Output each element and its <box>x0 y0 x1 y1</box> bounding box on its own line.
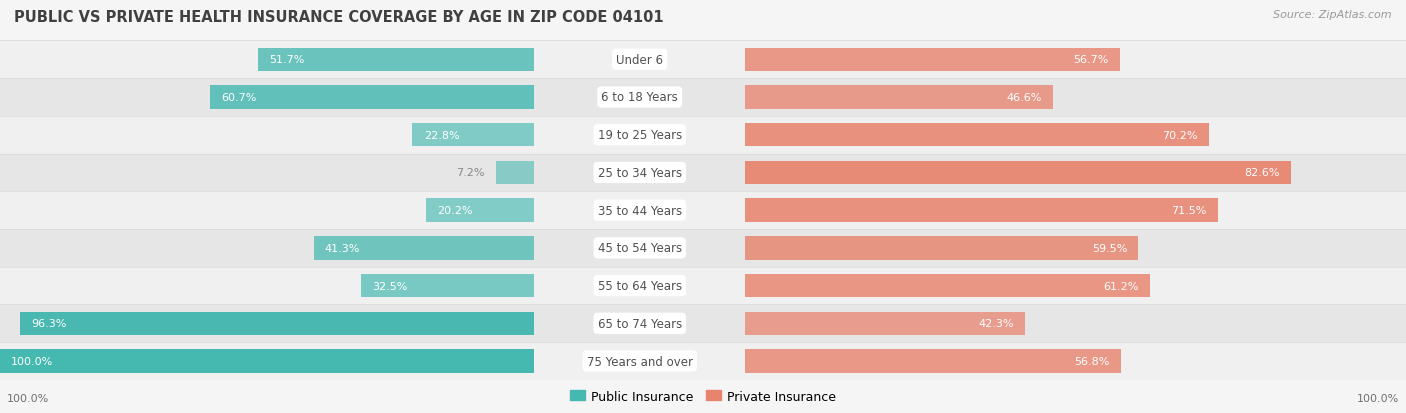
Text: 100.0%: 100.0% <box>1357 394 1399 404</box>
Text: 41.3%: 41.3% <box>325 243 360 253</box>
Bar <box>0 342 1406 380</box>
Bar <box>412 124 534 147</box>
Text: 100.0%: 100.0% <box>7 394 49 404</box>
Bar <box>0 230 1406 267</box>
Bar <box>745 161 1291 185</box>
Text: PUBLIC VS PRIVATE HEALTH INSURANCE COVERAGE BY AGE IN ZIP CODE 04101: PUBLIC VS PRIVATE HEALTH INSURANCE COVER… <box>14 10 664 25</box>
Text: 35 to 44 Years: 35 to 44 Years <box>598 204 682 217</box>
Text: 61.2%: 61.2% <box>1102 281 1139 291</box>
Text: 7.2%: 7.2% <box>456 168 485 178</box>
Bar <box>0 116 1406 154</box>
Bar <box>314 237 534 260</box>
Text: Under 6: Under 6 <box>616 54 664 66</box>
Bar <box>0 154 1406 192</box>
Text: 6 to 18 Years: 6 to 18 Years <box>602 91 678 104</box>
Text: 65 to 74 Years: 65 to 74 Years <box>598 317 682 330</box>
Text: 71.5%: 71.5% <box>1171 206 1206 216</box>
Bar <box>745 48 1119 72</box>
Text: 42.3%: 42.3% <box>979 318 1014 328</box>
Text: 96.3%: 96.3% <box>31 318 66 328</box>
Text: 59.5%: 59.5% <box>1091 243 1128 253</box>
Bar <box>745 86 1053 109</box>
Text: 22.8%: 22.8% <box>423 131 460 140</box>
Bar <box>0 305 1406 342</box>
Bar <box>745 349 1121 373</box>
Bar <box>745 274 1150 297</box>
Text: 32.5%: 32.5% <box>371 281 408 291</box>
Text: 19 to 25 Years: 19 to 25 Years <box>598 129 682 142</box>
Text: 82.6%: 82.6% <box>1244 168 1279 178</box>
Bar <box>745 124 1209 147</box>
Text: 70.2%: 70.2% <box>1163 131 1198 140</box>
Bar <box>20 312 534 335</box>
Text: 55 to 64 Years: 55 to 64 Years <box>598 280 682 292</box>
Bar <box>745 237 1139 260</box>
Bar <box>496 161 534 185</box>
Bar <box>360 274 534 297</box>
Bar <box>745 312 1025 335</box>
Bar <box>0 79 1406 116</box>
Text: 51.7%: 51.7% <box>270 55 305 65</box>
Text: Source: ZipAtlas.com: Source: ZipAtlas.com <box>1274 10 1392 20</box>
Bar <box>426 199 534 222</box>
Text: 100.0%: 100.0% <box>11 356 53 366</box>
Bar <box>0 267 1406 305</box>
Bar <box>0 192 1406 230</box>
Bar <box>259 48 534 72</box>
Text: 25 to 34 Years: 25 to 34 Years <box>598 166 682 180</box>
Legend: Public Insurance, Private Insurance: Public Insurance, Private Insurance <box>565 385 841 408</box>
Bar <box>209 86 534 109</box>
Text: 46.6%: 46.6% <box>1007 93 1042 103</box>
Bar <box>0 41 1406 79</box>
Text: 56.7%: 56.7% <box>1073 55 1108 65</box>
Bar <box>0 349 534 373</box>
Text: 60.7%: 60.7% <box>221 93 257 103</box>
Text: 56.8%: 56.8% <box>1074 356 1109 366</box>
Bar <box>745 199 1218 222</box>
Text: 20.2%: 20.2% <box>437 206 472 216</box>
Text: 45 to 54 Years: 45 to 54 Years <box>598 242 682 255</box>
Text: 75 Years and over: 75 Years and over <box>586 355 693 368</box>
